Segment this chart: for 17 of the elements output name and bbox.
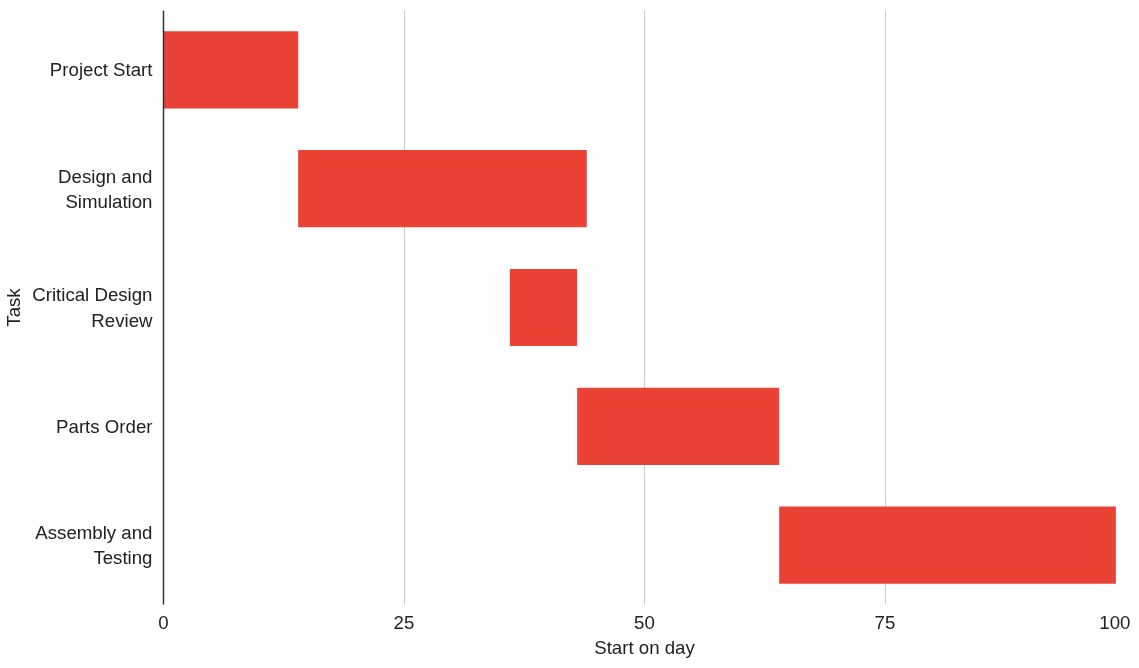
y-tick-label: Assembly and Testing bbox=[35, 522, 153, 569]
y-axis-title: Task bbox=[3, 287, 25, 327]
y-tick-label: Critical Design Review bbox=[32, 284, 154, 331]
x-tick-label: 50 bbox=[634, 611, 655, 633]
bar bbox=[779, 506, 1116, 584]
x-tick-label: 75 bbox=[874, 611, 896, 633]
y-tick-label: Project Start bbox=[49, 59, 154, 81]
y-tick-label: Parts Order bbox=[56, 415, 153, 437]
bar bbox=[509, 268, 578, 347]
bar bbox=[577, 387, 780, 465]
x-tick-label: 25 bbox=[393, 611, 415, 633]
x-tick-label: 0 bbox=[158, 611, 169, 633]
bar bbox=[298, 150, 587, 228]
bar bbox=[163, 31, 299, 109]
y-tick-label: Design and Simulation bbox=[58, 165, 153, 212]
x-tick-label: 100 bbox=[1099, 611, 1131, 633]
x-axis-title: Start on day bbox=[594, 636, 696, 658]
